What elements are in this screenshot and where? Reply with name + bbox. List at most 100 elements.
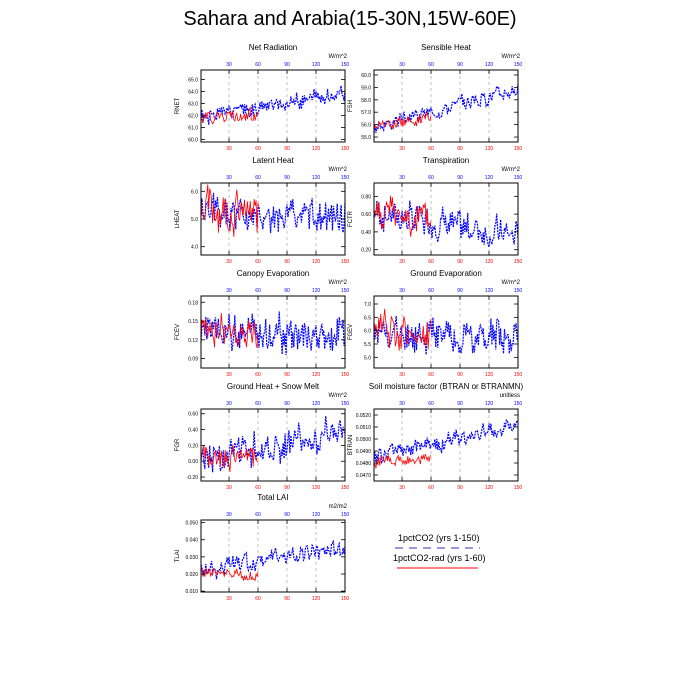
series-line-1pctCO2 (200, 311, 346, 356)
x-tick-label-top: 90 (457, 175, 463, 181)
y-axis-label: FSH (348, 100, 354, 112)
x-tick-label-bottom: 60 (428, 259, 434, 265)
plot-frame (200, 69, 346, 143)
y-tick-label: 0.60 (188, 412, 198, 418)
y-axis-label: LHEAT (175, 209, 181, 228)
x-tick-label-top: 150 (341, 512, 350, 518)
x-tick-label-top: 120 (485, 62, 494, 68)
series-line-1pctCO2-rad (200, 444, 259, 472)
series-line-1pctCO2-rad (200, 313, 259, 349)
x-tick-label-top: 90 (457, 288, 463, 294)
y-tick-label: 58.0 (361, 98, 371, 104)
x-tick-label-bottom: 30 (226, 372, 232, 378)
y-axis-label: FCTR (348, 210, 354, 227)
x-tick-label-bottom: 60 (428, 372, 434, 378)
chart-panel-6: Ground Evaporation W/m^2 FGEV 5.0 5.5 6.0 6.5 7… (348, 269, 522, 378)
x-tick-label-bottom: 90 (457, 146, 463, 152)
x-tick-label-bottom: 120 (312, 259, 321, 265)
y-tick-label: 6.0 (191, 189, 198, 195)
x-tick-label-top: 150 (514, 175, 523, 181)
panel-title: Net Radiation (249, 43, 297, 52)
panel-unit-label: W/m^2 (329, 54, 348, 60)
y-tick-label: 0.15 (188, 319, 198, 325)
plot-frame (373, 295, 519, 369)
y-axis-label: TLAI (175, 549, 181, 562)
y-tick-label: 4.0 (191, 245, 198, 251)
page-title: Sahara and Arabia(15-30N,15W-60E) (183, 8, 517, 30)
x-tick-label-top: 30 (399, 175, 405, 181)
y-tick-label: 6.5 (364, 315, 371, 321)
y-tick-label: 0.0520 (356, 413, 372, 419)
y-tick-label: 6.0 (364, 329, 371, 335)
x-tick-label-top: 30 (226, 401, 232, 407)
plot-frame (373, 69, 519, 143)
panel-unit-label: W/m^2 (502, 54, 521, 60)
x-tick-label-bottom: 30 (399, 485, 405, 491)
panel-title: Soil moisture factor (BTRAN or BTRANMN) (369, 382, 524, 391)
x-tick-label-bottom: 120 (312, 596, 321, 602)
series-line-1pctCO2 (200, 540, 346, 580)
x-tick-label-bottom: 60 (255, 372, 261, 378)
x-tick-label-bottom: 120 (485, 372, 494, 378)
series-line-1pctCO2 (200, 85, 346, 125)
y-tick-label: 0.12 (188, 338, 198, 344)
y-axis-label: FGEV (348, 324, 354, 340)
x-tick-label-top: 60 (255, 288, 261, 294)
chart-panel-3: Latent Heat W/m^2 LHEAT 4.0 5.0 6.0 30 30 60 60 90… (175, 156, 349, 265)
x-tick-label-top: 120 (312, 512, 321, 518)
x-tick-label-top: 120 (485, 288, 494, 294)
series-line-1pctCO2-rad (373, 195, 432, 237)
x-tick-label-bottom: 30 (399, 372, 405, 378)
panel-title: Ground Evaporation (410, 269, 482, 278)
y-tick-label: 65.0 (188, 78, 198, 84)
x-tick-label-top: 30 (226, 512, 232, 518)
y-tick-label: 0.0510 (356, 425, 372, 431)
x-tick-label-bottom: 30 (226, 485, 232, 491)
x-tick-label-bottom: 150 (514, 259, 523, 265)
y-tick-label: 0.0500 (356, 437, 372, 443)
x-tick-label-top: 90 (284, 175, 290, 181)
x-tick-label-bottom: 60 (428, 146, 434, 152)
y-tick-label: 0.20 (188, 443, 198, 449)
x-tick-label-bottom: 90 (457, 485, 463, 491)
y-tick-label: 0.09 (188, 357, 198, 363)
x-tick-label-bottom: 150 (341, 485, 350, 491)
x-tick-label-top: 30 (226, 175, 232, 181)
y-tick-label: 55.0 (361, 135, 371, 141)
panel-title: Latent Heat (252, 156, 294, 165)
x-tick-label-top: 120 (312, 288, 321, 294)
x-tick-label-top: 60 (428, 401, 434, 407)
plot-frame (373, 182, 519, 256)
y-tick-label: 0.010 (185, 589, 198, 595)
chart-panel-2: Sensible Heat W/m^2 FSH 55.0 56.0 57.0 58.0 59.… (348, 43, 522, 152)
x-tick-label-bottom: 150 (514, 146, 523, 152)
x-tick-label-top: 120 (312, 62, 321, 68)
x-tick-label-top: 60 (255, 401, 261, 407)
y-tick-label: -0.20 (187, 475, 199, 481)
series-line-1pctCO2-rad (373, 453, 432, 469)
y-tick-label: 0.0490 (356, 449, 372, 455)
y-axis-label: BTRAN (348, 435, 354, 455)
x-tick-label-bottom: 90 (284, 259, 290, 265)
x-tick-label-bottom: 30 (226, 146, 232, 152)
x-tick-label-top: 90 (284, 512, 290, 518)
chart-panel-7: Ground Heat + Snow Melt W/m^2 FGR -0.20 0.00… (175, 382, 349, 491)
y-tick-label: 60.0 (361, 73, 371, 79)
x-tick-label-top: 60 (428, 62, 434, 68)
x-tick-label-bottom: 60 (255, 485, 261, 491)
x-tick-label-top: 120 (485, 175, 494, 181)
y-tick-label: 61.0 (188, 126, 198, 132)
plot-frame (200, 519, 346, 593)
y-tick-label: 0.0480 (356, 461, 372, 467)
y-tick-label: 7.0 (364, 302, 371, 308)
chart-panel-1: Net Radiation W/m^2 RNET 60.0 61.0 62.0 63.0 64… (175, 43, 349, 152)
x-tick-label-bottom: 150 (514, 372, 523, 378)
x-tick-label-bottom: 90 (284, 596, 290, 602)
x-tick-label-top: 120 (485, 401, 494, 407)
x-tick-label-bottom: 150 (341, 259, 350, 265)
y-tick-label: 5.5 (364, 342, 371, 348)
series-line-1pctCO2-rad (200, 567, 259, 582)
y-tick-label: 5.0 (191, 217, 198, 223)
